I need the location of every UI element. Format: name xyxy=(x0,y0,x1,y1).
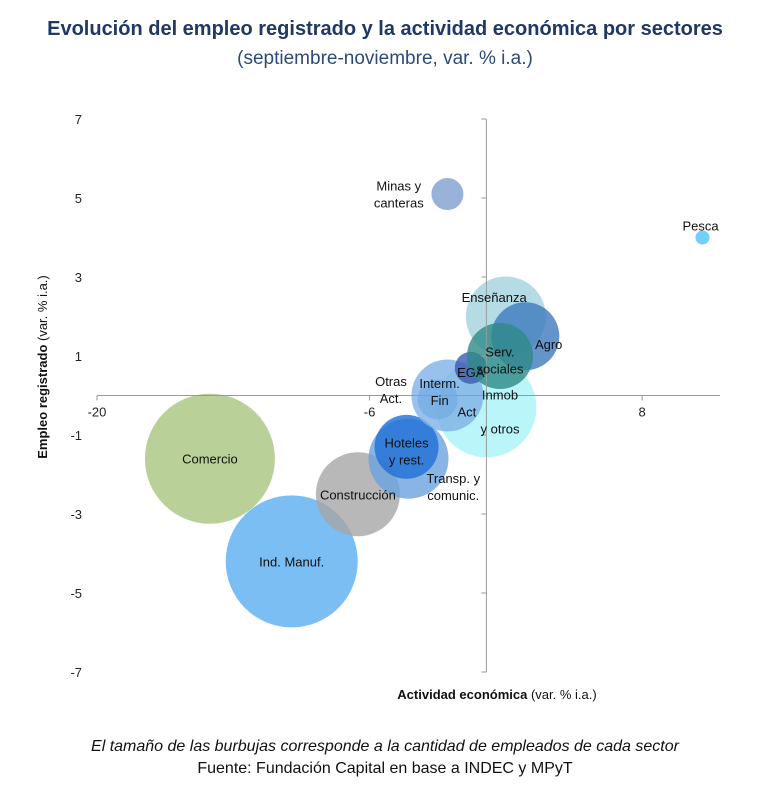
bubble-label-serv-sociales: Serv. sociales xyxy=(477,344,524,376)
bubbles-group xyxy=(144,178,710,628)
chart-title: Evolución del empleo registrado y la act… xyxy=(47,18,723,40)
bubble-label-line: Construcción xyxy=(320,487,396,502)
bubble-label-line: Enseñanza xyxy=(462,290,528,305)
bubble-ind-manuf xyxy=(225,495,358,628)
bubble-label-line: Ind. Manuf. xyxy=(259,554,324,569)
y-tick-label: 7 xyxy=(75,112,82,127)
bubble-label-agro: Agro xyxy=(535,337,562,352)
y-tick-label: 5 xyxy=(75,191,82,206)
bubble-pesca xyxy=(695,230,710,245)
y-axis-title-bold: Empleo registrado xyxy=(35,345,50,459)
bubble-label-line: Interm. xyxy=(419,376,459,391)
bubble-label-line: Transp. y xyxy=(426,471,480,486)
bubble-hoteles-y-rest xyxy=(374,414,439,479)
x-axis-title-rest: (var. % i.a.) xyxy=(527,687,596,702)
axes-group: -20 -6 8 7 5 3 1 -1 -3 -5 -7 xyxy=(70,112,720,680)
bubble-minas-y-canteras xyxy=(431,178,464,211)
bubble-label-line: canteras xyxy=(374,196,424,211)
y-axis-title: Empleo registrado (var. % i.a.) xyxy=(35,275,50,459)
y-tick-label: 1 xyxy=(75,349,82,364)
bubble-label-line: EGA xyxy=(457,365,485,380)
bubble-label-line: Minas y xyxy=(376,179,421,194)
bubble-label-line: Act. xyxy=(380,391,402,406)
bubble-label-comercio: Comercio xyxy=(182,452,238,467)
bubble-label-line xyxy=(498,404,502,419)
bubble-label-line: y otros xyxy=(480,421,520,436)
bubble-label-pesca: Pesca xyxy=(682,219,719,234)
bubble-label-line: Serv. xyxy=(485,344,514,359)
chart-subtitle: (septiembre-noviembre, var. % i.a.) xyxy=(237,48,533,69)
bubble-label-ind-manuf: Ind. Manuf. xyxy=(259,554,324,569)
bubble-label-line: Comercio xyxy=(182,452,238,467)
bubble-labels-group: Comercio Ind. Manuf. Construcción Transp. y… xyxy=(182,179,719,570)
x-axis-title: Actividad económica (var. % i.a.) xyxy=(397,687,596,702)
bubble-label-line: y rest. xyxy=(389,452,424,467)
bubble-serv-sociales xyxy=(467,323,534,389)
bubble-label-line: sociales xyxy=(477,361,524,376)
y-tick-label: -5 xyxy=(70,586,82,601)
chart-note: El tamaño de las burbujas corresponde a … xyxy=(91,738,679,755)
bubble-label-line: Agro xyxy=(535,337,562,352)
bubble-label-ega: EGA xyxy=(457,365,485,380)
y-axis-title-rest: (var. % i.a.) xyxy=(35,275,50,344)
bubble-label-line: comunic. xyxy=(427,488,479,503)
x-tick-label: 8 xyxy=(639,405,646,420)
bubble-label-line: Pesca xyxy=(682,219,719,234)
bubble-label-line: Otras xyxy=(375,374,407,389)
bubble-comercio xyxy=(144,393,275,524)
bubble-label-act: Act xyxy=(458,404,477,419)
bubble-label-inmob-y-otros: Inmob y otros xyxy=(480,387,520,436)
bubble-label-line: Act xyxy=(458,404,477,419)
bubble-label-transp-y-comunic: Transp. y comunic. xyxy=(426,471,480,503)
x-tick-label: -6 xyxy=(364,405,376,420)
y-tick-label: -3 xyxy=(70,507,82,522)
x-tick-label: -20 xyxy=(88,405,107,420)
bubble-label-construccion: Construcción xyxy=(320,487,396,502)
bubble-label-interm-fin: Interm. Fin xyxy=(419,376,459,408)
bubble-label-minas-y-canteras: Minas y canteras xyxy=(374,179,424,211)
bubble-label-line: Fin xyxy=(431,393,449,408)
y-tick-label: 3 xyxy=(75,270,82,285)
bubble-label-line: Hoteles xyxy=(385,435,430,450)
bubble-label-line: Inmob xyxy=(482,387,518,402)
y-tick-label: -1 xyxy=(70,428,82,443)
x-axis-title-bold: Actividad económica xyxy=(397,687,528,702)
bubble-label-ensenanza: Enseñanza xyxy=(462,290,528,305)
bubble-label-otras-act: Otras Act. xyxy=(375,374,407,406)
y-tick-label: -7 xyxy=(70,665,82,680)
bubble-label-hoteles-y-rest: Hoteles y rest. xyxy=(385,435,430,467)
chart-source: Fuente: Fundación Capital en base a INDE… xyxy=(197,760,573,777)
